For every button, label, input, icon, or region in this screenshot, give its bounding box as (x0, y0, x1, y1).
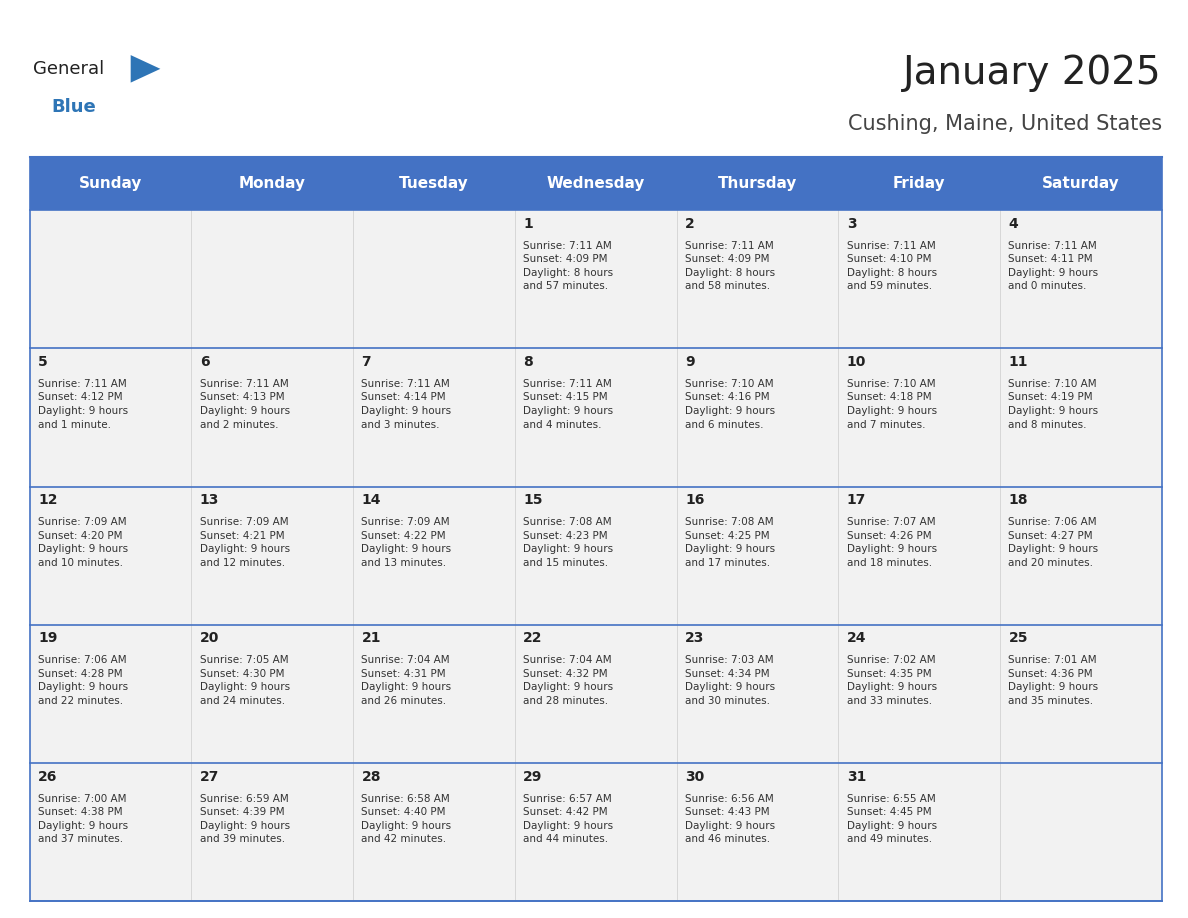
Text: 3: 3 (847, 217, 857, 230)
Text: Sunrise: 7:11 AM
Sunset: 4:14 PM
Daylight: 9 hours
and 3 minutes.: Sunrise: 7:11 AM Sunset: 4:14 PM Dayligh… (361, 379, 451, 430)
Text: Sunrise: 7:05 AM
Sunset: 4:30 PM
Daylight: 9 hours
and 24 minutes.: Sunrise: 7:05 AM Sunset: 4:30 PM Dayligh… (200, 655, 290, 706)
Text: Sunrise: 7:04 AM
Sunset: 4:31 PM
Daylight: 9 hours
and 26 minutes.: Sunrise: 7:04 AM Sunset: 4:31 PM Dayligh… (361, 655, 451, 706)
Text: 22: 22 (523, 632, 543, 645)
Bar (353, 157, 514, 210)
Text: 5: 5 (38, 355, 48, 369)
Bar (30, 349, 1162, 487)
Text: 17: 17 (847, 493, 866, 507)
Text: Sunrise: 7:11 AM
Sunset: 4:11 PM
Daylight: 9 hours
and 0 minutes.: Sunrise: 7:11 AM Sunset: 4:11 PM Dayligh… (1009, 241, 1099, 291)
Text: General: General (33, 60, 105, 78)
Text: Sunrise: 7:06 AM
Sunset: 4:28 PM
Daylight: 9 hours
and 22 minutes.: Sunrise: 7:06 AM Sunset: 4:28 PM Dayligh… (38, 655, 128, 706)
Text: Sunrise: 7:08 AM
Sunset: 4:23 PM
Daylight: 9 hours
and 15 minutes.: Sunrise: 7:08 AM Sunset: 4:23 PM Dayligh… (523, 517, 613, 568)
Text: Sunrise: 7:04 AM
Sunset: 4:32 PM
Daylight: 9 hours
and 28 minutes.: Sunrise: 7:04 AM Sunset: 4:32 PM Dayligh… (523, 655, 613, 706)
Text: 1: 1 (523, 217, 533, 230)
Text: Sunrise: 7:01 AM
Sunset: 4:36 PM
Daylight: 9 hours
and 35 minutes.: Sunrise: 7:01 AM Sunset: 4:36 PM Dayligh… (1009, 655, 1099, 706)
Text: 4: 4 (1009, 217, 1018, 230)
Text: 29: 29 (523, 769, 543, 784)
Bar (30, 763, 1162, 901)
Text: 20: 20 (200, 632, 219, 645)
Text: Sunrise: 7:10 AM
Sunset: 4:16 PM
Daylight: 9 hours
and 6 minutes.: Sunrise: 7:10 AM Sunset: 4:16 PM Dayligh… (685, 379, 775, 430)
Text: Monday: Monday (239, 176, 305, 191)
Text: Sunrise: 6:57 AM
Sunset: 4:42 PM
Daylight: 9 hours
and 44 minutes.: Sunrise: 6:57 AM Sunset: 4:42 PM Dayligh… (523, 793, 613, 845)
Bar (677, 157, 839, 210)
Text: 30: 30 (685, 769, 704, 784)
Text: Sunrise: 6:56 AM
Sunset: 4:43 PM
Daylight: 9 hours
and 46 minutes.: Sunrise: 6:56 AM Sunset: 4:43 PM Dayligh… (685, 793, 775, 845)
Text: Sunrise: 6:55 AM
Sunset: 4:45 PM
Daylight: 9 hours
and 49 minutes.: Sunrise: 6:55 AM Sunset: 4:45 PM Dayligh… (847, 793, 937, 845)
Text: Sunrise: 7:09 AM
Sunset: 4:21 PM
Daylight: 9 hours
and 12 minutes.: Sunrise: 7:09 AM Sunset: 4:21 PM Dayligh… (200, 517, 290, 568)
Text: January 2025: January 2025 (903, 54, 1162, 93)
Text: Sunrise: 7:07 AM
Sunset: 4:26 PM
Daylight: 9 hours
and 18 minutes.: Sunrise: 7:07 AM Sunset: 4:26 PM Dayligh… (847, 517, 937, 568)
Bar (30, 157, 191, 210)
Text: Sunrise: 7:06 AM
Sunset: 4:27 PM
Daylight: 9 hours
and 20 minutes.: Sunrise: 7:06 AM Sunset: 4:27 PM Dayligh… (1009, 517, 1099, 568)
Text: Wednesday: Wednesday (546, 176, 645, 191)
Text: Sunrise: 7:09 AM
Sunset: 4:20 PM
Daylight: 9 hours
and 10 minutes.: Sunrise: 7:09 AM Sunset: 4:20 PM Dayligh… (38, 517, 128, 568)
Text: 7: 7 (361, 355, 371, 369)
Text: Blue: Blue (51, 98, 96, 117)
Text: Sunrise: 7:11 AM
Sunset: 4:09 PM
Daylight: 8 hours
and 57 minutes.: Sunrise: 7:11 AM Sunset: 4:09 PM Dayligh… (523, 241, 613, 291)
Text: 28: 28 (361, 769, 381, 784)
Text: 18: 18 (1009, 493, 1028, 507)
Text: Sunrise: 7:03 AM
Sunset: 4:34 PM
Daylight: 9 hours
and 30 minutes.: Sunrise: 7:03 AM Sunset: 4:34 PM Dayligh… (685, 655, 775, 706)
Text: Sunrise: 7:00 AM
Sunset: 4:38 PM
Daylight: 9 hours
and 37 minutes.: Sunrise: 7:00 AM Sunset: 4:38 PM Dayligh… (38, 793, 128, 845)
Text: Cushing, Maine, United States: Cushing, Maine, United States (848, 114, 1162, 134)
Bar (839, 157, 1000, 210)
Text: 6: 6 (200, 355, 209, 369)
Bar (514, 157, 677, 210)
Text: 21: 21 (361, 632, 381, 645)
Text: Sunrise: 7:11 AM
Sunset: 4:15 PM
Daylight: 9 hours
and 4 minutes.: Sunrise: 7:11 AM Sunset: 4:15 PM Dayligh… (523, 379, 613, 430)
Text: 31: 31 (847, 769, 866, 784)
Bar (30, 487, 1162, 625)
Text: Sunrise: 7:09 AM
Sunset: 4:22 PM
Daylight: 9 hours
and 13 minutes.: Sunrise: 7:09 AM Sunset: 4:22 PM Dayligh… (361, 517, 451, 568)
Text: 9: 9 (685, 355, 695, 369)
Text: 26: 26 (38, 769, 57, 784)
Text: 23: 23 (685, 632, 704, 645)
Text: Sunrise: 7:02 AM
Sunset: 4:35 PM
Daylight: 9 hours
and 33 minutes.: Sunrise: 7:02 AM Sunset: 4:35 PM Dayligh… (847, 655, 937, 706)
Polygon shape (131, 55, 160, 83)
Text: 11: 11 (1009, 355, 1028, 369)
Text: Sunrise: 7:10 AM
Sunset: 4:19 PM
Daylight: 9 hours
and 8 minutes.: Sunrise: 7:10 AM Sunset: 4:19 PM Dayligh… (1009, 379, 1099, 430)
Text: Saturday: Saturday (1042, 176, 1120, 191)
Text: 19: 19 (38, 632, 57, 645)
Bar (30, 210, 1162, 349)
Text: Sunrise: 7:11 AM
Sunset: 4:10 PM
Daylight: 8 hours
and 59 minutes.: Sunrise: 7:11 AM Sunset: 4:10 PM Dayligh… (847, 241, 937, 291)
Text: Sunrise: 7:11 AM
Sunset: 4:12 PM
Daylight: 9 hours
and 1 minute.: Sunrise: 7:11 AM Sunset: 4:12 PM Dayligh… (38, 379, 128, 430)
Text: 16: 16 (685, 493, 704, 507)
Text: Thursday: Thursday (718, 176, 797, 191)
Text: 25: 25 (1009, 632, 1028, 645)
Text: 2: 2 (685, 217, 695, 230)
Text: 10: 10 (847, 355, 866, 369)
Text: 12: 12 (38, 493, 57, 507)
Text: Tuesday: Tuesday (399, 176, 469, 191)
Text: Sunday: Sunday (78, 176, 143, 191)
Text: 15: 15 (523, 493, 543, 507)
Text: 8: 8 (523, 355, 533, 369)
Text: Friday: Friday (893, 176, 946, 191)
Bar (30, 625, 1162, 763)
Text: 13: 13 (200, 493, 219, 507)
Text: 14: 14 (361, 493, 381, 507)
Text: Sunrise: 7:11 AM
Sunset: 4:09 PM
Daylight: 8 hours
and 58 minutes.: Sunrise: 7:11 AM Sunset: 4:09 PM Dayligh… (685, 241, 775, 291)
Text: Sunrise: 7:11 AM
Sunset: 4:13 PM
Daylight: 9 hours
and 2 minutes.: Sunrise: 7:11 AM Sunset: 4:13 PM Dayligh… (200, 379, 290, 430)
Bar (191, 157, 353, 210)
Text: Sunrise: 7:10 AM
Sunset: 4:18 PM
Daylight: 9 hours
and 7 minutes.: Sunrise: 7:10 AM Sunset: 4:18 PM Dayligh… (847, 379, 937, 430)
Text: Sunrise: 7:08 AM
Sunset: 4:25 PM
Daylight: 9 hours
and 17 minutes.: Sunrise: 7:08 AM Sunset: 4:25 PM Dayligh… (685, 517, 775, 568)
Text: 24: 24 (847, 632, 866, 645)
Text: Sunrise: 6:58 AM
Sunset: 4:40 PM
Daylight: 9 hours
and 42 minutes.: Sunrise: 6:58 AM Sunset: 4:40 PM Dayligh… (361, 793, 451, 845)
Text: 27: 27 (200, 769, 219, 784)
Text: Sunrise: 6:59 AM
Sunset: 4:39 PM
Daylight: 9 hours
and 39 minutes.: Sunrise: 6:59 AM Sunset: 4:39 PM Dayligh… (200, 793, 290, 845)
Bar (1000, 157, 1162, 210)
